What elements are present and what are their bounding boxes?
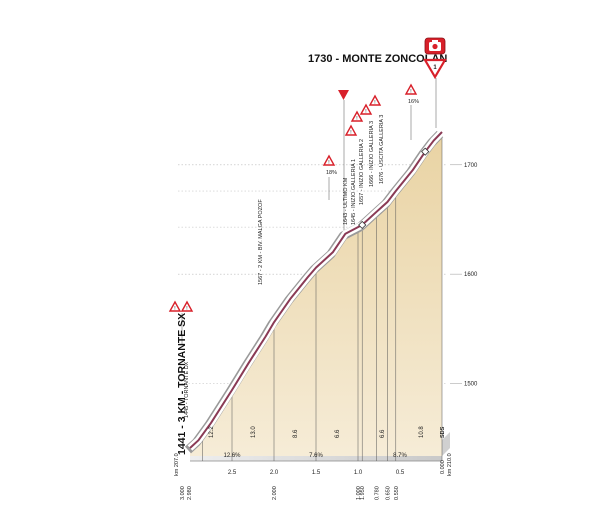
average-gradient-label: 7.6% [309, 453, 323, 459]
start-km-label: km 207.0 [174, 453, 180, 476]
elevation-tick-label: 1700 [464, 163, 478, 169]
distance-tick-label: 1.5 [312, 470, 321, 476]
sds-logo-text: SDS [440, 426, 446, 438]
bottom-distance-value: 1.950 [360, 486, 366, 500]
svg-text:!: ! [174, 306, 175, 312]
tunnel-sign-icon: ! [350, 110, 364, 122]
road-line [189, 131, 443, 449]
landmark-label: 1445 - TORNANTE DX [184, 361, 190, 418]
elevation-tick-label: 1500 [464, 381, 478, 387]
tunnel-sign-icon: ! [368, 94, 382, 106]
summit-title: 1730 - MONTE ZONCOLAN [308, 53, 447, 65]
hairpin-sign-icon: ! [180, 300, 194, 312]
average-gradient-label: 8.7% [393, 453, 407, 459]
finish-camera-icon [424, 37, 446, 55]
distance-tick-label: 2.5 [228, 470, 237, 476]
bottom-distance-value: 0.550 [394, 486, 400, 500]
road-markers [358, 147, 430, 230]
start-km-value-2: 2.980 [187, 486, 193, 500]
tunnel-sign-icon: ! [344, 124, 358, 136]
gradient-sign-icon: ! [404, 83, 418, 95]
road-marker [421, 147, 430, 156]
svg-text:!: ! [356, 116, 357, 122]
landmark-label: 1666 - INIZIO GALLERIA 3 [369, 121, 375, 187]
segment-gradient-label: 10.8 [419, 426, 425, 438]
svg-text:!: ! [186, 306, 187, 312]
drop-lines [178, 132, 443, 461]
svg-text:!: ! [374, 100, 375, 106]
gradient-sign-icon: ! [322, 154, 336, 166]
bottom-labels: 2.5 2.0 1.5 1.0 0.5 12.6% 7.6% 8.7% 12.2 13.0 8.6 6… [174, 426, 453, 500]
gradient-sign-label: 18% [326, 170, 337, 176]
bottom-distance-value: 1.000 [356, 486, 362, 500]
segment-gradient-label: 8.6 [293, 429, 299, 438]
landmark-label: 1643 - ULTIMO KM [343, 177, 349, 225]
segment-gradient-label: 6.6 [380, 429, 386, 438]
end-km-value: 0.000 [440, 460, 446, 474]
segment-gradient-label: 12.2 [209, 426, 215, 438]
svg-text:1: 1 [433, 65, 437, 71]
segment-gradient-label: 6.6 [335, 429, 341, 438]
bottom-distance-value: 0.780 [374, 486, 380, 500]
landmark-label: 1676 - USCITA GALLERIA 3 [379, 115, 385, 184]
distance-tick-label: 2.0 [270, 470, 279, 476]
road-signs: ! !! 18%!!!!! 16% [168, 78, 437, 345]
last-km-flag-icon [338, 90, 349, 100]
hairpin-sign-icon: ! [168, 300, 182, 312]
elevation-tick-labels: 1500 1600 1700 [464, 163, 478, 388]
finish-triangle-icon: 1 [423, 58, 447, 80]
landmark-label: 1645 - INIZIO GALLERIA 1 [351, 159, 357, 225]
bottom-distance-value: 0.650 [385, 486, 391, 500]
svg-text:!: ! [350, 130, 351, 136]
end-km-label: km 210.0 [447, 453, 453, 476]
landmark-label: 1657 - INIZIO GALLERIA 2 [359, 139, 365, 205]
svg-text:!: ! [410, 89, 411, 95]
bottom-distance-value: 2.000 [272, 486, 278, 500]
elevation-tick-label: 1600 [464, 272, 478, 278]
segment-gradient-label: 13.0 [251, 426, 257, 438]
distance-tick-label: 1.0 [354, 470, 363, 476]
svg-text:!: ! [365, 109, 366, 115]
landmark-labels: 1445 - TORNANTE DX 1567 - 2 KM - BIV. MAL… [184, 115, 385, 418]
distance-tick-label: 0.5 [396, 470, 405, 476]
start-title: 1441 - 3 KM - TORNANTE SX [176, 313, 188, 455]
road-marker [358, 220, 367, 230]
gradient-sign-label: 16% [408, 99, 419, 105]
average-gradient-label: 12.6% [223, 453, 241, 459]
start-km-value: 3.000 [180, 486, 186, 500]
landmark-label: 1567 - 2 KM - BIV. MALGA POZOF [258, 199, 264, 285]
tunnel-sign-icon: ! [359, 103, 373, 115]
svg-text:!: ! [328, 160, 329, 166]
